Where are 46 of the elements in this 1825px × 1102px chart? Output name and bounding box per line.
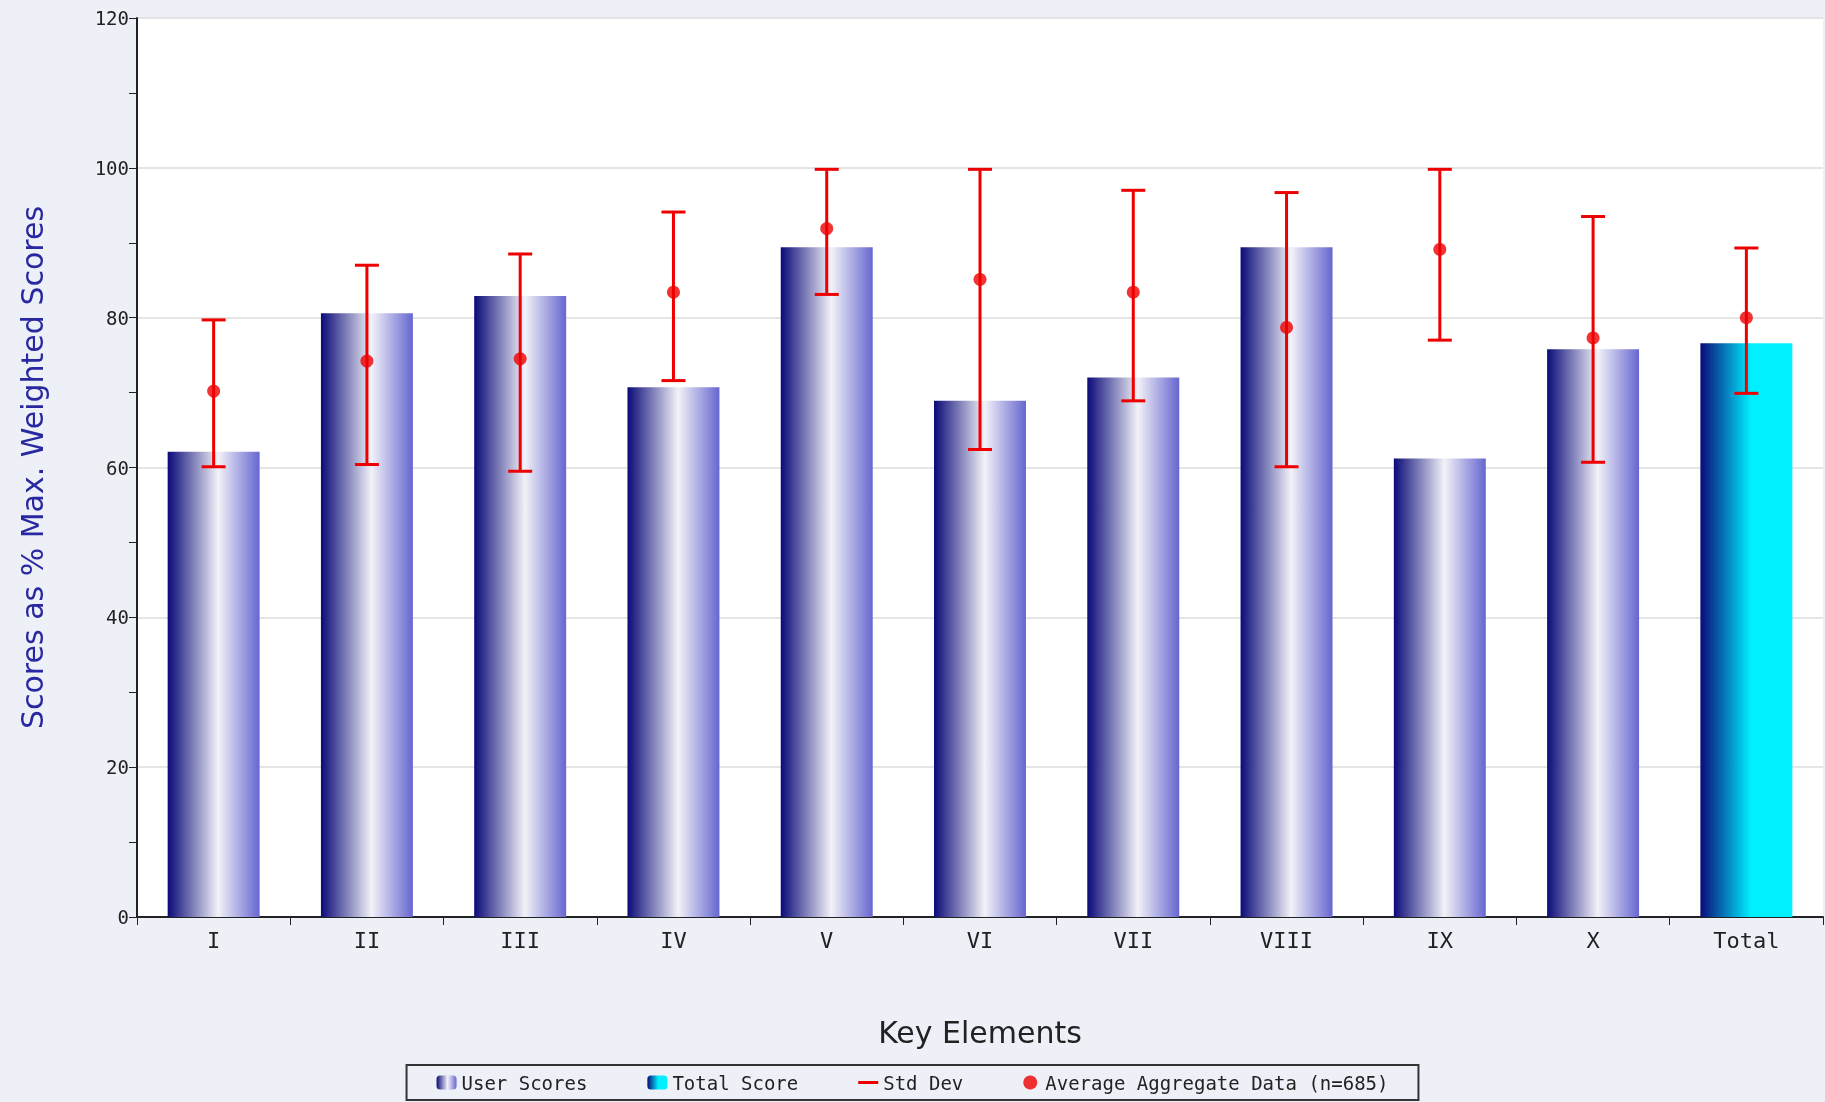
legend-label: User Scores <box>461 1071 588 1094</box>
bar <box>474 295 567 917</box>
x-tick-label: IV <box>660 927 687 953</box>
legend-label: Total Score <box>672 1071 799 1094</box>
text: Std Dev <box>883 1071 964 1094</box>
y-tick-label: 60 <box>106 456 129 479</box>
y-tick-label: 20 <box>106 756 129 779</box>
point <box>513 352 527 366</box>
y-tick-label: 80 <box>106 306 129 329</box>
bar <box>1547 349 1640 917</box>
bar <box>167 451 260 917</box>
y-tick-label: 0 <box>117 906 129 928</box>
point <box>1433 243 1447 256</box>
x-tick-label: I <box>207 927 221 953</box>
point <box>207 384 221 398</box>
x-tick-label: V <box>820 927 834 953</box>
x-tick-label: IX <box>1426 927 1454 953</box>
x-tick-label: VI <box>966 927 994 953</box>
point <box>360 354 374 368</box>
point <box>666 285 680 299</box>
point <box>820 222 834 236</box>
bar <box>1700 343 1793 917</box>
x-tick-label: VII <box>1113 927 1154 953</box>
bar <box>320 313 413 917</box>
legend-label: Average Aggregate Data (n=685) <box>1045 1071 1389 1094</box>
y-tick-label: 40 <box>106 606 129 629</box>
x-tick-label: VIII <box>1260 927 1314 953</box>
y-tick-label: 100 <box>94 156 129 179</box>
y-tick-label: 120 <box>94 7 129 29</box>
x-tick-label: X <box>1586 927 1601 953</box>
point <box>973 272 987 286</box>
bar <box>780 247 873 917</box>
x-axis-title: Key Elements <box>878 1014 1082 1050</box>
x-tick-label: Total <box>1713 927 1780 953</box>
y-axis-title: Scores as % Max. Weighted Scores <box>14 205 50 730</box>
point <box>1126 285 1140 299</box>
bar <box>1393 458 1486 917</box>
bar <box>627 387 720 917</box>
bar <box>1087 377 1180 917</box>
point <box>1586 331 1600 345</box>
bar <box>934 400 1026 917</box>
point <box>1280 320 1294 334</box>
point <box>1739 311 1753 325</box>
bar <box>1240 247 1333 917</box>
x-tick-label: II <box>353 927 381 953</box>
x-tick-label: III <box>500 927 541 953</box>
